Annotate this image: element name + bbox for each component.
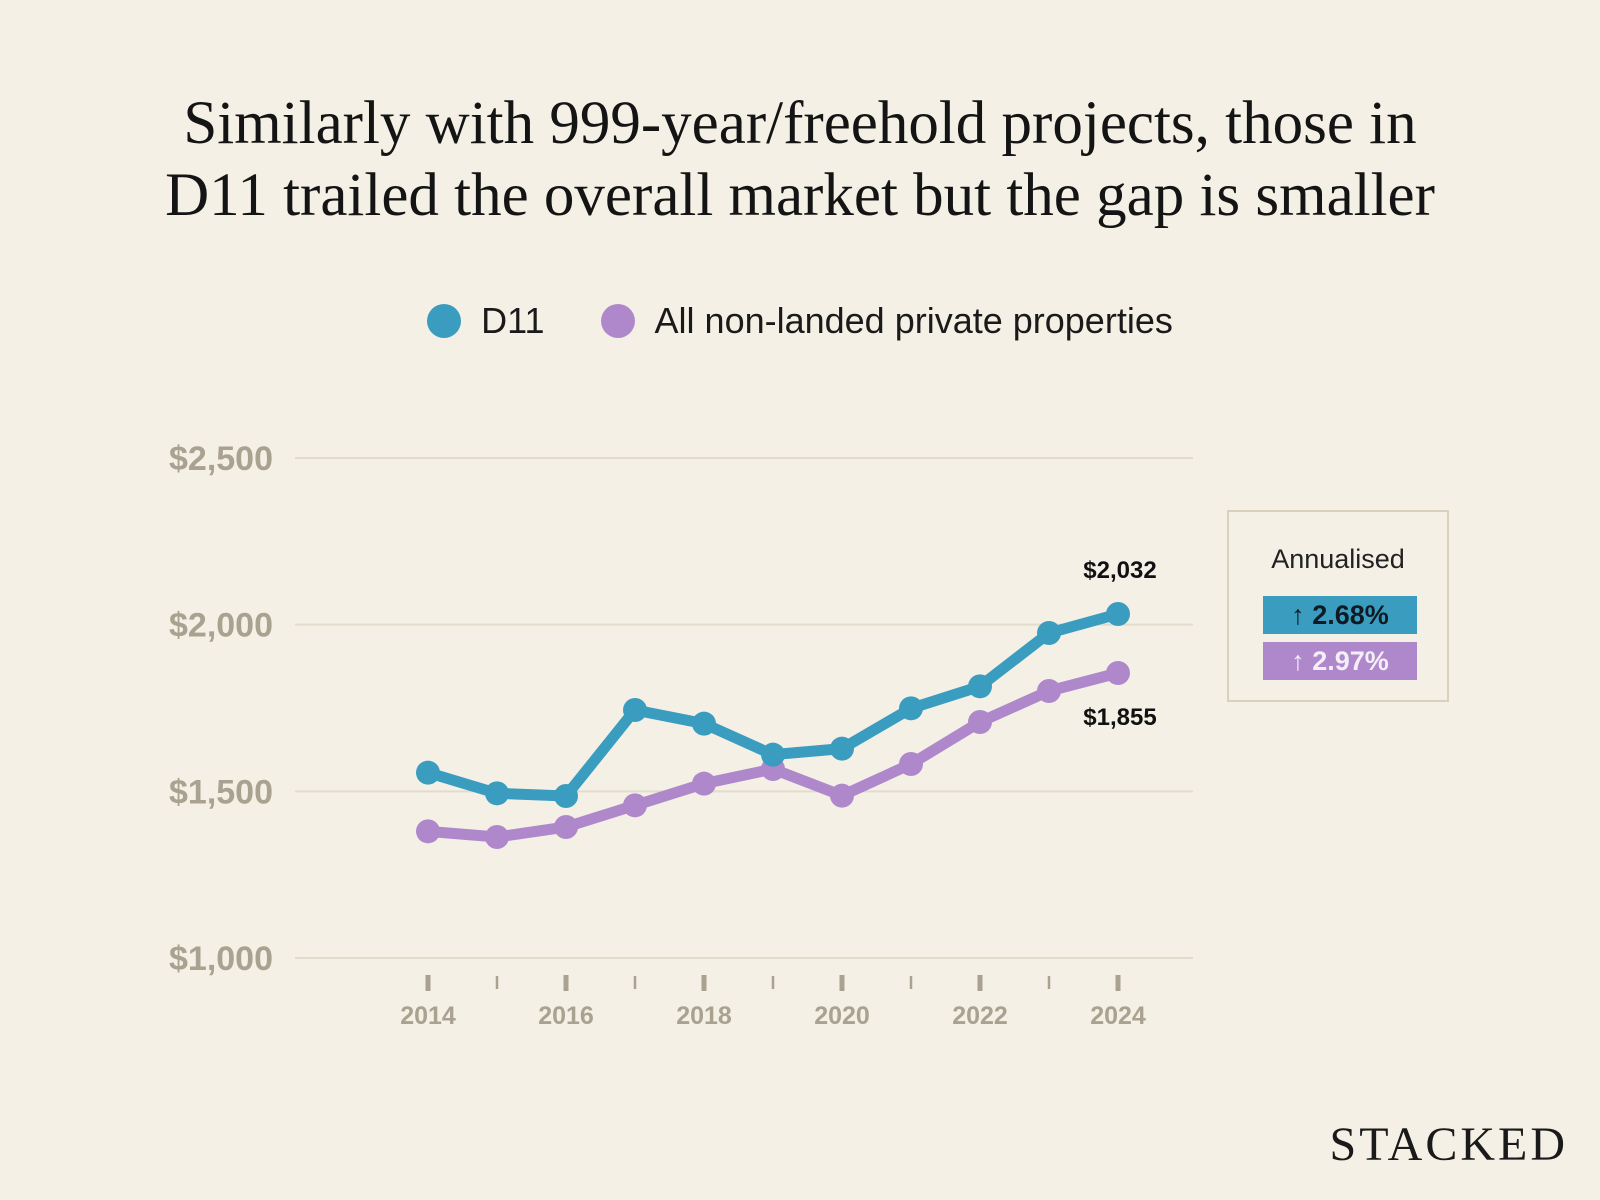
legend-swatch-all [600, 304, 635, 338]
data-point-all [554, 815, 578, 839]
legend-swatch-d11 [427, 304, 462, 338]
annualised-badge-d11: ↑ 2.68% [1263, 596, 1417, 634]
data-point-d11 [1106, 602, 1130, 626]
chart-title-line-2: D11 trailed the overall market but the g… [165, 162, 1435, 229]
annualised-badge-all: ↑ 2.97% [1263, 642, 1417, 680]
legend: D11 All non-landed private properties [0, 300, 1600, 342]
x-tick-label: 2022 [952, 1002, 1008, 1030]
y-tick-label: $2,000 [169, 607, 273, 645]
data-point-all [623, 793, 647, 818]
x-tick-label: 2018 [676, 1002, 732, 1030]
data-point-all [485, 825, 509, 849]
data-point-d11 [623, 698, 647, 722]
data-point-d11 [692, 711, 716, 736]
data-point-all [1106, 661, 1130, 685]
data-point-d11 [968, 674, 992, 699]
x-tick-label: 2016 [538, 1002, 594, 1030]
data-point-d11 [899, 696, 923, 721]
chart-title-line-1: Similarly with 999-year/freehold project… [183, 90, 1417, 157]
legend-label-d11: D11 [481, 300, 545, 341]
data-point-all [899, 752, 923, 776]
annualised-title: Annualised [1271, 544, 1405, 574]
legend-item-d11: D11 [427, 300, 545, 342]
y-tick-label: $2,500 [169, 440, 273, 478]
x-tick-label: 2024 [1090, 1002, 1146, 1030]
data-point-d11 [416, 760, 440, 785]
y-tick-label: $1,000 [169, 940, 273, 978]
end-label-all: $1,855 [1083, 704, 1156, 731]
stacked-logo: STACKED [1329, 1118, 1568, 1171]
legend-label-all: All non-landed private properties [654, 300, 1173, 341]
data-point-all [692, 771, 716, 796]
data-point-all [416, 819, 440, 844]
legend-item-all: All non-landed private properties [600, 300, 1173, 342]
data-point-d11 [554, 784, 578, 808]
annualised-box: Annualised ↑ 2.68% ↑ 2.97% [1227, 510, 1449, 702]
data-point-d11 [1037, 621, 1061, 645]
data-point-d11 [485, 781, 509, 806]
data-point-all [968, 710, 992, 734]
data-point-all [1037, 679, 1061, 703]
x-tick-label: 2014 [400, 1002, 456, 1030]
data-point-d11 [830, 736, 854, 761]
chart-title: Similarly with 999-year/freehold project… [40, 88, 1560, 232]
data-point-d11 [761, 742, 785, 767]
data-point-all [830, 783, 854, 808]
x-tick-label: 2020 [814, 1002, 870, 1030]
end-label-d11: $2,032 [1083, 557, 1156, 584]
y-tick-label: $1,500 [169, 773, 273, 811]
